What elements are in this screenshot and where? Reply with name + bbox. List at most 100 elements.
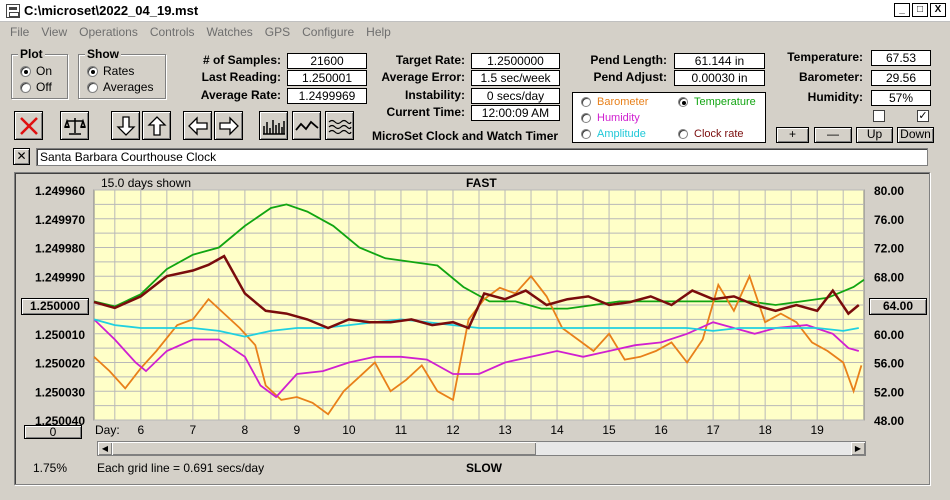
x-tick-label: 13 (498, 423, 512, 437)
y-right-tick-label: 68.00 (874, 270, 904, 284)
menu-controls[interactable]: Controls (149, 25, 195, 39)
balance-scale-icon (63, 117, 86, 135)
line-chart-icon (294, 120, 319, 131)
down-button[interactable]: Down (897, 127, 934, 143)
arrow-left-button[interactable] (183, 111, 212, 140)
arrow-down-button[interactable] (111, 111, 140, 140)
y-right-tick-label: 52.00 (874, 385, 904, 399)
arrow-right-icon (218, 115, 239, 136)
plus-button[interactable]: + (776, 127, 809, 143)
legend-humidity-radio[interactable] (581, 113, 591, 123)
legend-clock-rate-radio[interactable] (678, 129, 688, 139)
maximize-button[interactable]: □ (912, 3, 928, 17)
x-tick-label: 7 (190, 423, 197, 437)
plot-group: Plot On Off (11, 47, 68, 99)
series-humidity (93, 318, 860, 399)
legend-amplitude-radio[interactable] (581, 129, 591, 139)
close-button[interactable]: X (930, 3, 946, 17)
balance-button[interactable] (60, 111, 89, 140)
y-left-tick-label: 1.250040 (35, 414, 85, 428)
arrow-up-button[interactable] (142, 111, 171, 140)
legend-temperature[interactable]: Temperature (678, 96, 756, 108)
zero-button[interactable]: 0 (24, 425, 82, 439)
center-value-button[interactable]: 1.250000 (21, 298, 89, 315)
menu-operations[interactable]: Operations (79, 25, 138, 39)
plot-off-radio[interactable] (20, 81, 31, 93)
window-title: C:\microset\2022_04_19.mst (24, 3, 199, 18)
legend-barometer-radio[interactable] (581, 97, 591, 107)
minus-button[interactable]: — (814, 127, 852, 143)
legend-barometer[interactable]: Barometer (581, 96, 648, 108)
left-checkbox[interactable] (873, 110, 885, 122)
pend-length-label: Pend Length: (590, 53, 667, 67)
y-right-tick-label: 72.00 (874, 242, 904, 256)
percent-label: 1.75% (33, 461, 68, 475)
app-name: MicroSet Clock and Watch Timer (372, 129, 559, 143)
legend-amplitude[interactable]: Amplitude (581, 128, 646, 140)
y-left-tick-label: 1.249980 (35, 242, 85, 256)
current-time-value: 12:00:09 AM (471, 105, 560, 121)
menu-configure[interactable]: Configure (302, 25, 355, 39)
arrow-down-icon (115, 115, 136, 136)
clock-name-field[interactable]: Santa Barbara Courthouse Clock (36, 148, 928, 166)
x-tick-label: 17 (706, 423, 720, 437)
legend-temperature-radio[interactable] (678, 97, 688, 107)
menu-help[interactable]: Help (366, 25, 391, 39)
x-tick-label: 15 (602, 423, 616, 437)
average-rate-label: Average Rate: (200, 88, 281, 102)
average-error-label: Average Error: (381, 70, 465, 84)
clock-name-clear-button[interactable]: ✕ (13, 148, 30, 165)
show-rates-radio[interactable] (87, 65, 98, 77)
scroll-right-arrow[interactable]: ▶ (851, 442, 865, 455)
series-legend: Barometer Temperature Humidity Amplitude… (572, 92, 766, 143)
x-tick-label: 12 (446, 423, 460, 437)
show-rates-label: Rates (103, 64, 135, 78)
y-left-tick-label: 1.250020 (35, 357, 85, 371)
wave-button[interactable] (325, 111, 354, 140)
current-time-label: Current Time: (386, 105, 465, 119)
y-left-tick-label: 1.250010 (35, 328, 85, 342)
pend-adjust-label: Pend Adjust: (593, 70, 667, 84)
scroll-thumb[interactable] (112, 442, 536, 455)
menu-view[interactable]: View (41, 25, 68, 39)
y-left-tick-label: 1.249990 (35, 270, 85, 284)
show-averages-option[interactable]: Averages (87, 80, 153, 94)
menu-gps[interactable]: GPS (264, 25, 291, 39)
temperature-value: 67.53 (871, 50, 931, 66)
plot-on-label: On (36, 64, 53, 78)
x-tick-label: 18 (758, 423, 772, 437)
menu-bar: File View Operations Controls Watches GP… (0, 22, 950, 42)
show-group: Show Rates Averages (78, 47, 166, 99)
right-center-button[interactable]: 64.00 (869, 298, 927, 315)
show-rates-option[interactable]: Rates (87, 64, 134, 78)
target-rate-label: Target Rate: (395, 53, 465, 67)
y-left-tick-label: 1.249960 (35, 184, 85, 198)
last-reading-value: 1.250001 (287, 70, 367, 86)
time-scrollbar[interactable]: ◀ ▶ (97, 441, 866, 456)
x-tick-label: 14 (550, 423, 564, 437)
show-averages-radio[interactable] (87, 81, 98, 93)
histogram-button[interactable] (259, 111, 288, 140)
plot-on-option[interactable]: On (20, 64, 52, 78)
menu-watches[interactable]: Watches (206, 25, 253, 39)
stop-button[interactable] (14, 111, 43, 140)
slow-label: SLOW (466, 461, 502, 475)
minimize-button[interactable]: _ (894, 3, 910, 17)
scroll-left-arrow[interactable]: ◀ (98, 442, 112, 455)
up-button[interactable]: Up (856, 127, 893, 143)
legend-humidity[interactable]: Humidity (581, 112, 640, 124)
temperature-label: Temperature: (787, 50, 863, 64)
series-barometer (93, 273, 863, 416)
samples-value: 21600 (287, 53, 367, 69)
series-amplitude (93, 318, 859, 338)
arrow-right-button[interactable] (214, 111, 243, 140)
line-chart-button[interactable] (292, 111, 321, 140)
instability-label: Instability: (404, 88, 465, 102)
plot-off-option[interactable]: Off (20, 80, 52, 94)
menu-file[interactable]: File (10, 25, 30, 39)
plot-on-radio[interactable] (20, 65, 31, 77)
x-tick-label: 19 (810, 423, 824, 437)
title-bar: C:\microset\2022_04_19.mst _ □ X (0, 0, 950, 22)
legend-clock-rate[interactable]: Clock rate (678, 128, 744, 140)
right-checkbox[interactable]: ✓ (917, 110, 929, 122)
